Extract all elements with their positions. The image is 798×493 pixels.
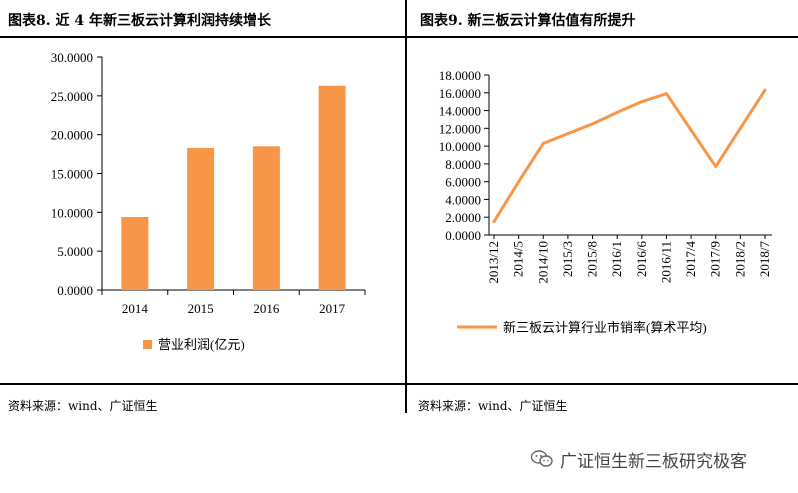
x-tick-label: 2013/12 — [486, 241, 501, 284]
data-point — [615, 110, 619, 114]
y-tick-label: 5.0000 — [57, 244, 93, 259]
x-tick-label: 2015 — [188, 301, 214, 316]
bottom-rule — [0, 383, 798, 385]
y-tick-label: 10.0000 — [439, 139, 481, 154]
y-tick-label: 10.0000 — [51, 205, 93, 220]
line-chart: 0.0000 2.0000 4.0000 6.0000 8.0000 10.0000 12.… — [439, 68, 772, 335]
y-tick-label: 0.0000 — [57, 283, 93, 298]
x-tick-label: 2014 — [122, 301, 149, 316]
data-point — [714, 165, 718, 169]
right-source-note: 资料来源：wind、广证恒生 — [418, 399, 568, 413]
wechat-icon — [530, 449, 554, 469]
y-tick-label: 30.0000 — [51, 50, 93, 65]
data-point — [591, 122, 595, 126]
y-tick-label: 8.0000 — [445, 157, 481, 172]
bar — [318, 85, 346, 290]
legend-swatch — [143, 340, 152, 349]
x-tick-label: 2015/8 — [585, 241, 600, 277]
x-tick-label: 2017/9 — [708, 241, 723, 277]
bar — [121, 216, 149, 290]
panel-divider — [405, 0, 407, 413]
x-tick-label: 2018/7 — [757, 241, 772, 278]
x-tick-label: 2017/4 — [683, 241, 698, 278]
x-tick-label: 2017 — [319, 301, 346, 316]
x-tick-label: 2016 — [253, 301, 280, 316]
y-tick-label: 14.0000 — [439, 104, 481, 119]
left-chart-title: 图表8. 近 4 年新三板云计算利润持续增长 — [8, 13, 271, 29]
data-point — [541, 141, 545, 145]
y-tick-label: 18.0000 — [439, 68, 481, 83]
y-tick-label: 15.0000 — [51, 167, 93, 182]
x-tick-label: 2015/3 — [560, 241, 575, 277]
bar — [252, 146, 280, 290]
legend-label: 营业利润(亿元) — [158, 337, 245, 352]
data-point — [640, 100, 644, 104]
data-point — [566, 132, 570, 136]
series-line — [492, 89, 767, 223]
y-tick-label: 12.0000 — [439, 121, 481, 136]
left-source-note: 资料来源：wind、广证恒生 — [8, 399, 158, 413]
data-point — [763, 88, 767, 92]
x-tick-label: 2014/10 — [535, 241, 550, 284]
x-tick-label: 2018/2 — [732, 241, 747, 277]
x-tick-label: 2016/11 — [658, 241, 673, 283]
y-tick-label: 6.0000 — [445, 175, 481, 190]
watermark-text: 广证恒生新三板研究极客 — [560, 451, 747, 472]
y-tick-label: 20.0000 — [51, 128, 93, 143]
y-tick-label: 16.0000 — [439, 86, 481, 101]
x-tick-label: 2014/5 — [511, 241, 526, 277]
bar-chart: 0.0000 5.0000 10.0000 15.0000 20.0000 25.0000… — [51, 50, 366, 352]
y-tick-label: 0.0000 — [445, 228, 481, 243]
data-point — [664, 92, 668, 96]
y-tick-label: 2.0000 — [445, 210, 481, 225]
y-tick-label: 25.0000 — [51, 89, 93, 104]
data-point — [738, 126, 742, 130]
watermark: 广证恒生新三板研究极客 — [530, 445, 747, 473]
bar — [187, 147, 215, 290]
top-rule — [0, 36, 798, 38]
legend-label: 新三板云计算行业市销率(算术平均) — [503, 320, 707, 335]
right-chart-title: 图表9. 新三板云计算估值有所提升 — [420, 13, 636, 29]
data-point — [689, 128, 693, 132]
data-point — [492, 220, 496, 224]
y-tick-label: 4.0000 — [445, 192, 481, 207]
x-tick-label: 2016/1 — [609, 241, 624, 277]
data-point — [517, 180, 521, 184]
x-tick-label: 2016/6 — [634, 241, 649, 278]
